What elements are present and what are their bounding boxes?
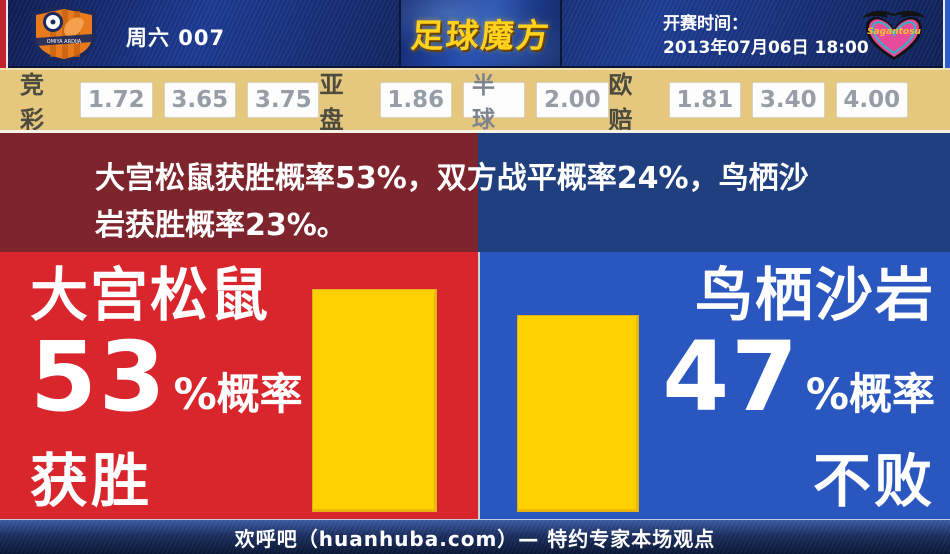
brand-logo-text: 足球魔方	[408, 16, 552, 55]
odds-label-jingcai: 竞彩	[20, 71, 44, 134]
footer-branding-text: 欢呼吧（huanhuba.com）— 特约专家本场观点	[234, 526, 716, 551]
probability-summary-text: 大宫松鼠获胜概率53%，双方战平概率24%，鸟栖沙岩获胜概率23%。	[95, 161, 809, 243]
home-outcome-label: 获胜	[30, 447, 153, 516]
odds-value-european-home: 1.81	[668, 82, 742, 118]
prediction-main-area: 大宫松鼠 53 %概率 获胜 鸟栖沙岩 47 %概率 不败	[0, 252, 950, 519]
kickoff-time-block: 开赛时间： 2013年07月06日 18:00	[663, 12, 869, 60]
odds-label-asian-handicap: 亚盘	[319, 71, 344, 134]
away-team-panel: 鸟栖沙岩 47 %概率 不败	[478, 252, 950, 519]
odds-value-asian-line: 半球	[462, 73, 526, 133]
footer-bar: 欢呼吧（huanhuba.com）— 特约专家本场观点	[0, 519, 950, 554]
home-team-text-block: 大宫松鼠 53 %概率 获胜	[30, 266, 303, 518]
home-probability-bar	[312, 289, 437, 512]
odds-group-european: 欧赔 1.81 3.40 4.00	[609, 65, 908, 135]
odds-group-jingcai: 竞彩 1.72 3.65 3.75	[20, 65, 320, 135]
away-percent-row: 47 %概率	[662, 321, 935, 433]
home-percent-row: 53 %概率	[30, 321, 303, 433]
home-team-panel: 大宫松鼠 53 %概率 获胜	[0, 252, 478, 519]
kickoff-label: 开赛时间：	[663, 14, 748, 34]
kickoff-time: 2013年07月06日 18:00	[663, 38, 869, 58]
away-team-crest-sagan-tosu-icon: Sagantosu	[854, 4, 934, 64]
top-bar: OMIYA ARDIJA 周六 007 足球魔方 开赛时间： 2013年07月0…	[0, 0, 950, 68]
away-team-text-block: 鸟栖沙岩 47 %概率 不败	[662, 266, 935, 518]
odds-value-asian-away: 2.00	[536, 82, 609, 118]
home-percent-suffix: %概率	[173, 369, 303, 420]
away-probability-bar	[517, 315, 639, 512]
home-percent-value: 53	[30, 321, 168, 433]
odds-value-european-draw: 3.40	[752, 82, 825, 118]
odds-bar: 竞彩 1.72 3.65 3.75 亚盘 1.86 半球 2.00 欧赔 1.8…	[0, 68, 950, 134]
odds-group-asian-handicap: 亚盘 1.86 半球 2.00	[319, 65, 609, 135]
odds-value-jingcai-home: 1.72	[80, 82, 153, 118]
home-team-name: 大宫松鼠	[30, 261, 271, 329]
away-percent-value: 47	[662, 321, 800, 433]
odds-value-jingcai-draw: 3.65	[163, 82, 237, 118]
away-percent-suffix: %概率	[805, 369, 935, 420]
odds-value-european-away: 4.00	[835, 82, 908, 118]
odds-label-european: 欧赔	[608, 71, 633, 134]
away-crest-wordmark: Sagantosu	[867, 27, 921, 37]
away-color-edge	[943, 0, 950, 68]
match-number-label: 周六 007	[126, 26, 226, 50]
odds-value-asian-home: 1.86	[379, 82, 452, 118]
away-outcome-label: 不败	[812, 447, 935, 516]
probability-summary-band: 大宫松鼠获胜概率53%，双方战平概率24%，鸟栖沙岩获胜概率23%。	[0, 133, 950, 252]
odds-value-jingcai-away: 3.75	[247, 82, 320, 118]
home-team-crest-omiya-ardija-icon: OMIYA ARDIJA	[26, 4, 102, 64]
svg-text:OMIYA ARDIJA: OMIYA ARDIJA	[47, 39, 82, 45]
away-team-name: 鸟栖沙岩	[694, 261, 935, 329]
brand-logo-panel: 足球魔方	[399, 0, 562, 66]
home-color-edge	[0, 0, 8, 68]
